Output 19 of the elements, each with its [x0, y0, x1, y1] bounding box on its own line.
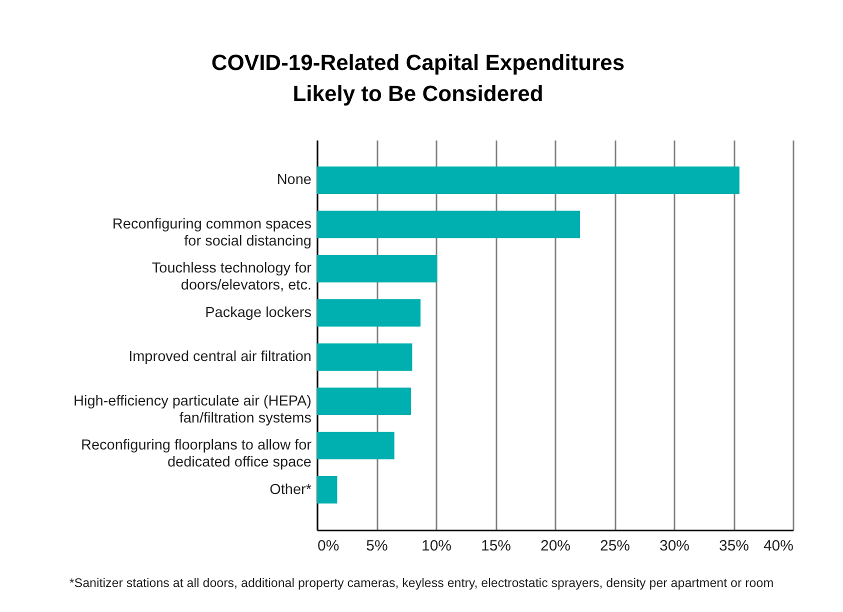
- x-tick-label: 0%: [318, 538, 340, 554]
- x-tick-label: 40%: [763, 538, 794, 554]
- y-tick-label: Other*: [270, 482, 312, 498]
- x-tick-label: 35%: [718, 538, 750, 554]
- y-tick-label: Package lockers: [205, 304, 312, 321]
- x-tick-label: 30%: [659, 538, 690, 554]
- y-tick-label: Improved central air filtration: [128, 349, 312, 366]
- x-tick-label: 20%: [540, 538, 571, 554]
- x-tick-label: 15%: [480, 538, 512, 554]
- y-tick-label: Reconfiguring common spaces for social distancing: [112, 216, 312, 250]
- x-tick-label: 5%: [366, 538, 388, 554]
- y-tick-label: Reconfiguring floorplans to allow for dedicated office space: [80, 438, 312, 471]
- x-tick-label: 25%: [600, 538, 630, 554]
- text: *Sanitizer stations at all doors, additional property cameras, keyless entry, electrostatic sprayers, density per apartment or room: [68, 576, 775, 590]
- chart-title: COVID-19-Related Capital Expenditures Likely to Be Considered: [211, 50, 625, 106]
- y-tick-label: None: [276, 172, 312, 188]
- x-tick-label: 10%: [421, 538, 452, 554]
- y-tick-label: Touchless technology for doors/elevators, etc.: [152, 260, 312, 294]
- y-tick-label: High-efficiency particulate air (HEPA) fan/filtration systems: [74, 393, 312, 426]
